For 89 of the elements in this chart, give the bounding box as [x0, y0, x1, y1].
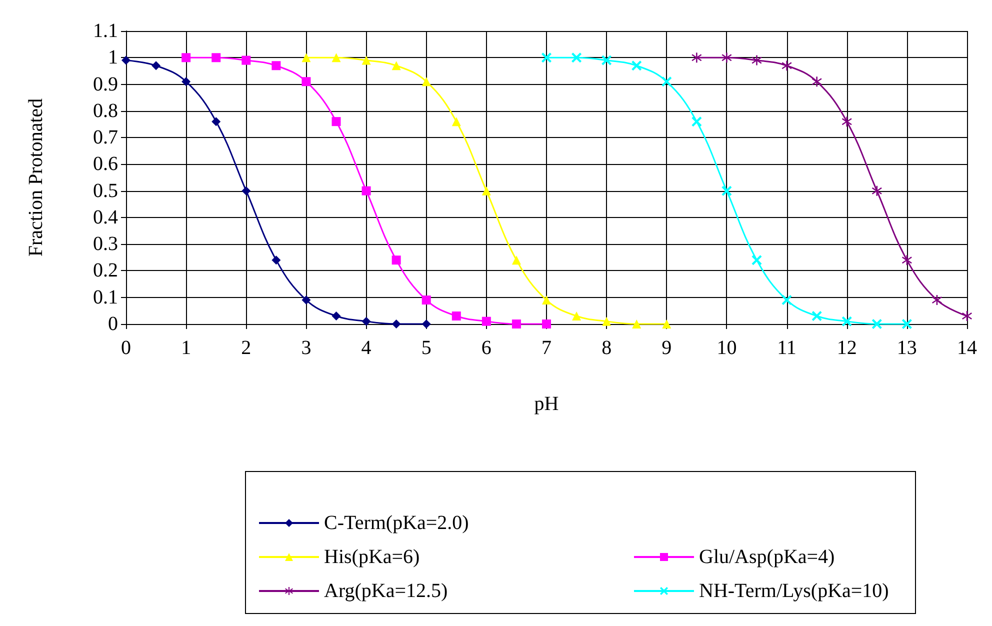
point: [272, 256, 281, 265]
point: [302, 77, 311, 86]
x-tick-label: 8: [602, 337, 612, 359]
point: [962, 311, 972, 322]
x-tick-label: 10: [716, 337, 737, 359]
point: [722, 186, 732, 196]
point: [782, 295, 792, 306]
y-tick-label: 0.3: [93, 233, 118, 256]
point: [692, 52, 702, 63]
x-tick-label: 4: [361, 337, 372, 359]
point: [722, 52, 732, 63]
point: [902, 255, 912, 266]
point: [392, 61, 401, 70]
point: [362, 316, 371, 326]
point: [422, 77, 431, 86]
legend-label: C-Term(pKa=2.0): [324, 512, 469, 534]
legend-label: Glu/Asp(pKa=4): [699, 546, 835, 568]
point: [422, 296, 431, 305]
point: [632, 60, 642, 71]
point: [182, 53, 191, 62]
point: [662, 76, 672, 87]
point: [332, 53, 341, 62]
point: [692, 116, 702, 127]
point: [482, 316, 491, 326]
y-tick-label: 0.4: [93, 206, 118, 228]
y-tick-label: 0.1: [93, 286, 118, 308]
point: [242, 56, 251, 65]
point: [452, 312, 461, 321]
point: [542, 52, 552, 63]
x-tick-label: 2: [241, 337, 252, 359]
legend-label: NH-Term/Lys(pKa=10): [699, 580, 889, 602]
point: [272, 61, 281, 70]
point: [602, 55, 612, 66]
point: [632, 320, 642, 328]
y-tick-label: 0.2: [93, 260, 118, 282]
x-tick-label: 13: [896, 337, 917, 359]
x-tick-label: 7: [542, 337, 552, 359]
y-tick-label: 0.6: [93, 153, 118, 176]
point: [602, 316, 612, 326]
point: [512, 256, 521, 265]
point: [152, 61, 161, 70]
point: [362, 186, 371, 196]
point: [182, 77, 191, 86]
point: [302, 296, 311, 305]
x-tick-label: 5: [421, 337, 432, 359]
point: [572, 52, 582, 63]
x-tick-label: 9: [662, 337, 672, 359]
point: [752, 255, 762, 266]
point: [452, 117, 461, 126]
point: [872, 319, 882, 329]
point: [872, 186, 882, 196]
point: [302, 53, 311, 62]
y-tick-label: 1.1: [93, 20, 118, 42]
x-axis-title: pH: [534, 393, 559, 415]
y-tick-label: 0.7: [93, 126, 118, 149]
point: [362, 56, 371, 65]
legend-label: His(pKa=6): [324, 546, 420, 568]
x-tick-label: 6: [481, 337, 492, 359]
point: [842, 316, 852, 326]
y-axis-title: Fraction Protonated: [25, 98, 47, 257]
point: [572, 312, 582, 321]
point: [902, 319, 912, 329]
y-tick-label: 0.5: [93, 180, 118, 202]
point: [782, 60, 792, 71]
point: [812, 311, 822, 322]
x-tick-label: 14: [957, 337, 977, 359]
point: [842, 116, 852, 127]
x-tick-label: 1: [181, 337, 192, 359]
x-tick-label: 3: [301, 337, 312, 359]
point: [212, 117, 221, 126]
point: [812, 76, 822, 87]
point: [542, 296, 551, 305]
point: [512, 320, 521, 328]
y-tick-label: 1: [108, 46, 118, 69]
point: [392, 256, 401, 265]
point: [482, 186, 491, 196]
y-tick-label: 0: [108, 313, 118, 335]
point: [332, 117, 341, 126]
point: [212, 53, 221, 62]
legend-label: Arg(pKa=12.5): [324, 580, 448, 602]
x-tick-label: 11: [777, 337, 796, 359]
y-tick-label: 0.8: [93, 100, 118, 122]
point: [332, 312, 341, 321]
point: [242, 186, 251, 196]
x-tick-label: 12: [836, 337, 857, 359]
y-tick-label: 0.9: [93, 73, 118, 96]
point: [752, 55, 762, 66]
point: [932, 295, 942, 306]
point: [392, 320, 401, 328]
